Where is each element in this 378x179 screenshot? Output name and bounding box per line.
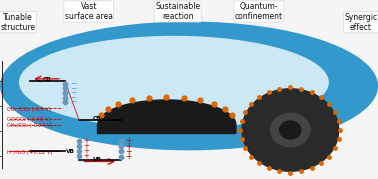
- Text: +: +: [84, 153, 90, 159]
- Text: H⁺/H₂O (+0.82 V): H⁺/H₂O (+0.82 V): [8, 150, 53, 155]
- Text: VB: VB: [93, 156, 101, 161]
- Text: −: −: [70, 93, 76, 102]
- Text: CO·²/CO₂ (-0.9 V): CO·²/CO₂ (-0.9 V): [8, 107, 52, 112]
- Text: +: +: [84, 138, 90, 144]
- Text: Sustainable
reaction: Sustainable reaction: [155, 2, 200, 21]
- Text: +: +: [84, 143, 90, 149]
- Circle shape: [242, 89, 339, 171]
- Text: CB: CB: [93, 116, 101, 121]
- Text: −: −: [70, 98, 76, 107]
- Text: CH₄/CO₂ (-0.24 V): CH₄/CO₂ (-0.24 V): [8, 123, 53, 128]
- Text: +: +: [125, 142, 132, 151]
- Text: +: +: [84, 148, 90, 154]
- Text: CO/CO₂ (-0.48 V): CO/CO₂ (-0.48 V): [8, 117, 51, 122]
- Text: −: −: [70, 88, 76, 97]
- Ellipse shape: [19, 36, 329, 129]
- Text: +: +: [125, 152, 132, 161]
- Text: Quantum-
confinement: Quantum- confinement: [235, 2, 283, 21]
- Text: VB: VB: [66, 149, 75, 154]
- Text: Tunable
structure: Tunable structure: [1, 13, 36, 32]
- Circle shape: [280, 121, 301, 139]
- Ellipse shape: [0, 21, 378, 150]
- Text: −: −: [70, 84, 76, 93]
- Text: −: −: [70, 79, 76, 88]
- Text: CB: CB: [42, 77, 51, 82]
- Circle shape: [271, 113, 310, 147]
- Text: Vast
surface area: Vast surface area: [65, 2, 113, 21]
- Text: Synergic
effect: Synergic effect: [344, 13, 378, 32]
- Text: +: +: [125, 136, 132, 145]
- Text: +: +: [125, 147, 132, 156]
